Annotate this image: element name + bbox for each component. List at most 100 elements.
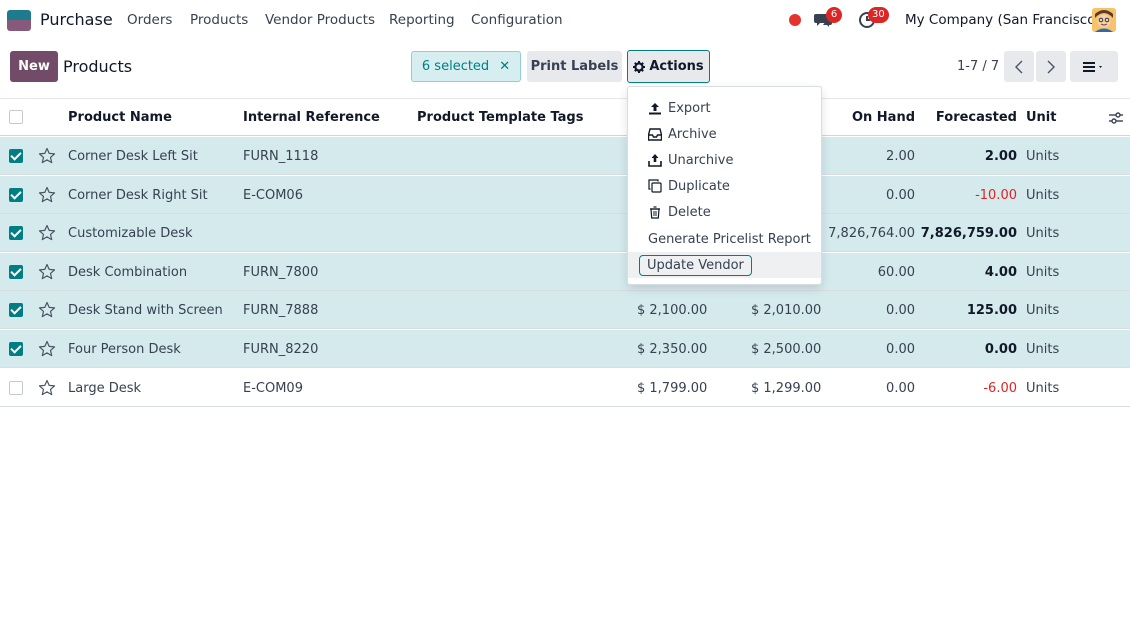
print-labels-button[interactable]: Print Labels bbox=[527, 51, 622, 82]
row-checkbox[interactable] bbox=[9, 264, 23, 279]
col-internal-reference[interactable]: Internal Reference bbox=[243, 110, 380, 125]
cell-on-hand: 0.00 bbox=[886, 342, 915, 357]
favorite-star-icon[interactable] bbox=[38, 340, 56, 358]
pager-next-button[interactable] bbox=[1036, 51, 1066, 82]
col-forecasted[interactable]: Forecasted bbox=[935, 110, 1017, 125]
menu-orders[interactable]: Orders bbox=[127, 12, 173, 28]
cell-internal-reference: FURN_7888 bbox=[243, 303, 319, 319]
cell-cost: $ 2,010.00 bbox=[751, 303, 822, 319]
col-unit[interactable]: Unit bbox=[1026, 110, 1057, 125]
cell-on-hand: 2.00 bbox=[886, 149, 915, 164]
menu-item-unarchive-label: Unarchive bbox=[668, 152, 734, 168]
menu-item-archive[interactable]: Archive bbox=[628, 121, 821, 147]
menu-item-export[interactable]: Export bbox=[628, 95, 821, 121]
cell-internal-reference: E-COM06 bbox=[243, 187, 303, 203]
menu-item-archive-label: Archive bbox=[668, 126, 717, 142]
clear-selection-icon[interactable]: ✕ bbox=[499, 59, 511, 74]
cell-internal-reference: FURN_7800 bbox=[243, 264, 319, 280]
row-checkbox[interactable] bbox=[9, 380, 23, 395]
cell-forecasted: 2.00 bbox=[984, 149, 1017, 164]
cell-sales-price: $ 2,100.00 bbox=[637, 303, 708, 319]
new-button[interactable]: New bbox=[10, 51, 58, 82]
trash-icon bbox=[650, 205, 660, 219]
table-row[interactable]: Customizable Desk 7,826,764.00 7,826,759.0… bbox=[0, 214, 1130, 253]
table-row[interactable]: Desk Stand with Screen FURN_7888 $ 2,100.0… bbox=[0, 291, 1130, 330]
app-name[interactable]: Purchase bbox=[40, 10, 113, 29]
favorite-star-icon[interactable] bbox=[38, 301, 56, 319]
pager-previous-button[interactable] bbox=[1004, 51, 1034, 82]
page-title: Products bbox=[63, 57, 133, 76]
col-product-template-tags[interactable]: Product Template Tags bbox=[417, 110, 584, 125]
top-navbar: Purchase Orders Products Vendor Products… bbox=[0, 0, 1130, 40]
menu-configuration[interactable]: Configuration bbox=[471, 12, 563, 28]
cell-forecasted: -10.00 bbox=[975, 187, 1017, 203]
selected-count-label: 6 selected bbox=[421, 59, 490, 74]
cell-unit: Units bbox=[1026, 303, 1060, 319]
cell-unit: Units bbox=[1026, 149, 1060, 164]
cell-forecasted: 7,826,759.00 bbox=[920, 226, 1017, 242]
company-switcher[interactable]: My Company (San Francisco) bbox=[905, 12, 1101, 28]
menu-item-update-vendor[interactable]: Update Vendor bbox=[628, 252, 821, 278]
cell-on-hand: 0.00 bbox=[886, 303, 915, 319]
menu-item-generate-pricelist-report[interactable]: Generate Pricelist Report bbox=[628, 226, 821, 252]
inbox-icon bbox=[648, 127, 662, 141]
cell-product-name: Desk Combination bbox=[68, 264, 188, 280]
row-checkbox[interactable] bbox=[9, 187, 23, 202]
favorite-star-icon[interactable] bbox=[38, 186, 56, 204]
menu-item-unarchive[interactable]: Unarchive bbox=[628, 147, 821, 173]
pager-value[interactable]: 1-7 / 7 bbox=[957, 59, 1000, 74]
cell-on-hand: 7,826,764.00 bbox=[828, 226, 915, 242]
cell-product-name: Four Person Desk bbox=[68, 342, 181, 357]
menu-item-duplicate-label: Duplicate bbox=[668, 178, 730, 194]
cell-product-name: Customizable Desk bbox=[68, 226, 193, 242]
row-checkbox[interactable] bbox=[9, 342, 23, 356]
table-row[interactable]: Four Person Desk FURN_8220 $ 2,350.00 $ 2,5… bbox=[0, 330, 1130, 368]
favorite-star-icon[interactable] bbox=[38, 224, 56, 242]
user-avatar[interactable] bbox=[1092, 8, 1116, 32]
chevron-left-icon bbox=[1015, 60, 1023, 73]
menu-products[interactable]: Products bbox=[190, 12, 249, 28]
row-checkbox[interactable] bbox=[9, 149, 23, 163]
list-view-switcher[interactable] bbox=[1070, 51, 1118, 82]
cell-on-hand: 0.00 bbox=[886, 187, 915, 203]
cell-forecasted: 0.00 bbox=[984, 342, 1017, 357]
status-dot-icon[interactable] bbox=[789, 14, 801, 26]
table-row[interactable]: Corner Desk Left Sit FURN_1118 2.00 2.00 Uni… bbox=[0, 137, 1130, 175]
menu-reporting[interactable]: Reporting bbox=[389, 12, 455, 28]
menu-item-delete-label: Delete bbox=[668, 204, 711, 220]
unarchive-icon bbox=[648, 153, 662, 167]
row-checkbox[interactable] bbox=[9, 226, 23, 241]
menu-item-duplicate[interactable]: Duplicate bbox=[628, 173, 821, 199]
favorite-star-icon[interactable] bbox=[38, 147, 56, 165]
row-checkbox[interactable] bbox=[9, 303, 23, 318]
cell-unit: Units bbox=[1026, 187, 1060, 203]
col-on-hand[interactable]: On Hand bbox=[851, 110, 915, 125]
menu-item-update-vendor-label: Update Vendor bbox=[639, 254, 752, 276]
cell-on-hand: 60.00 bbox=[877, 264, 915, 280]
cell-cost: $ 1,299.00 bbox=[751, 380, 822, 396]
cell-internal-reference: FURN_1118 bbox=[243, 149, 319, 164]
chat-count-badge: 6 bbox=[826, 7, 842, 23]
cell-internal-reference: E-COM09 bbox=[243, 380, 303, 396]
table-row[interactable]: Desk Combination FURN_7800 60.00 4.00 Units bbox=[0, 252, 1130, 291]
actions-button[interactable]: Actions bbox=[627, 50, 710, 83]
cell-forecasted: -6.00 bbox=[983, 380, 1017, 396]
table-row[interactable]: Corner Desk Right Sit E-COM06 0.00 -10.00 Un… bbox=[0, 175, 1130, 214]
cell-product-name: Corner Desk Right Sit bbox=[68, 187, 208, 203]
purchase-app-icon[interactable] bbox=[7, 10, 31, 31]
select-all-checkbox[interactable] bbox=[9, 110, 23, 124]
cell-sales-price: $ 2,350.00 bbox=[637, 342, 708, 357]
table-row[interactable]: Large Desk E-COM09 $ 1,799.00 $ 1,299.00 0.0… bbox=[0, 369, 1130, 407]
optional-columns-icon[interactable] bbox=[1108, 111, 1124, 125]
favorite-star-icon[interactable] bbox=[38, 263, 56, 281]
cell-unit: Units bbox=[1026, 380, 1060, 396]
col-product-name[interactable]: Product Name bbox=[68, 110, 172, 125]
favorite-star-icon[interactable] bbox=[38, 379, 56, 397]
menu-item-delete[interactable]: Delete bbox=[628, 199, 821, 225]
cell-internal-reference: FURN_8220 bbox=[243, 342, 319, 357]
actions-label: Actions bbox=[649, 59, 704, 74]
cell-unit: Units bbox=[1026, 342, 1060, 357]
actions-dropdown-menu: Export Archive Unarchive Duplicate Delet… bbox=[627, 86, 822, 285]
menu-vendor-products[interactable]: Vendor Products bbox=[265, 12, 376, 28]
menu-item-pricelist-label: Generate Pricelist Report bbox=[648, 231, 811, 247]
